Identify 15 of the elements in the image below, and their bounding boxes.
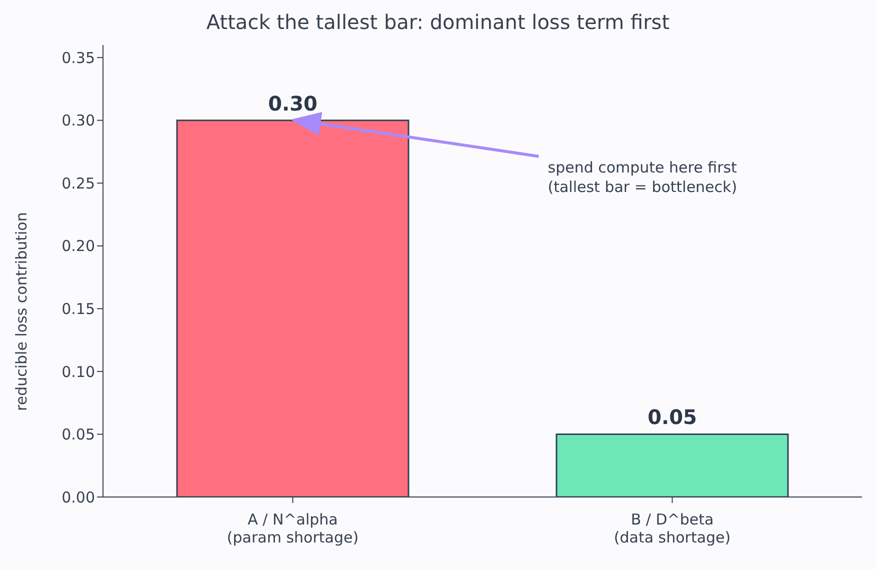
y-tick-label: 0.05 [62, 426, 95, 444]
y-tick-label: 0.30 [62, 112, 95, 130]
x-tick-label: B / D^beta (data shortage) [614, 510, 731, 546]
chart-title: Attack the tallest bar: dominant loss term first [205, 10, 671, 34]
data-label: 0.30 [268, 91, 318, 116]
y-tick-label: 0.15 [62, 300, 95, 318]
annotation: spend compute here first (tallest bar = bottleneck) [548, 158, 738, 196]
y-tick-label: 0.20 [62, 237, 95, 256]
data-label: 0.05 [648, 405, 697, 430]
y-tick-label: 0.00 [62, 488, 95, 506]
x-tick-label: A / N^alpha (param shortage) [226, 510, 359, 546]
y-axis-title: reducible loss contribution [12, 212, 30, 411]
y-tick-label: 0.25 [62, 174, 95, 192]
y-tick-label: 0.35 [62, 48, 95, 67]
y-tick-label: 0.10 [62, 362, 95, 381]
